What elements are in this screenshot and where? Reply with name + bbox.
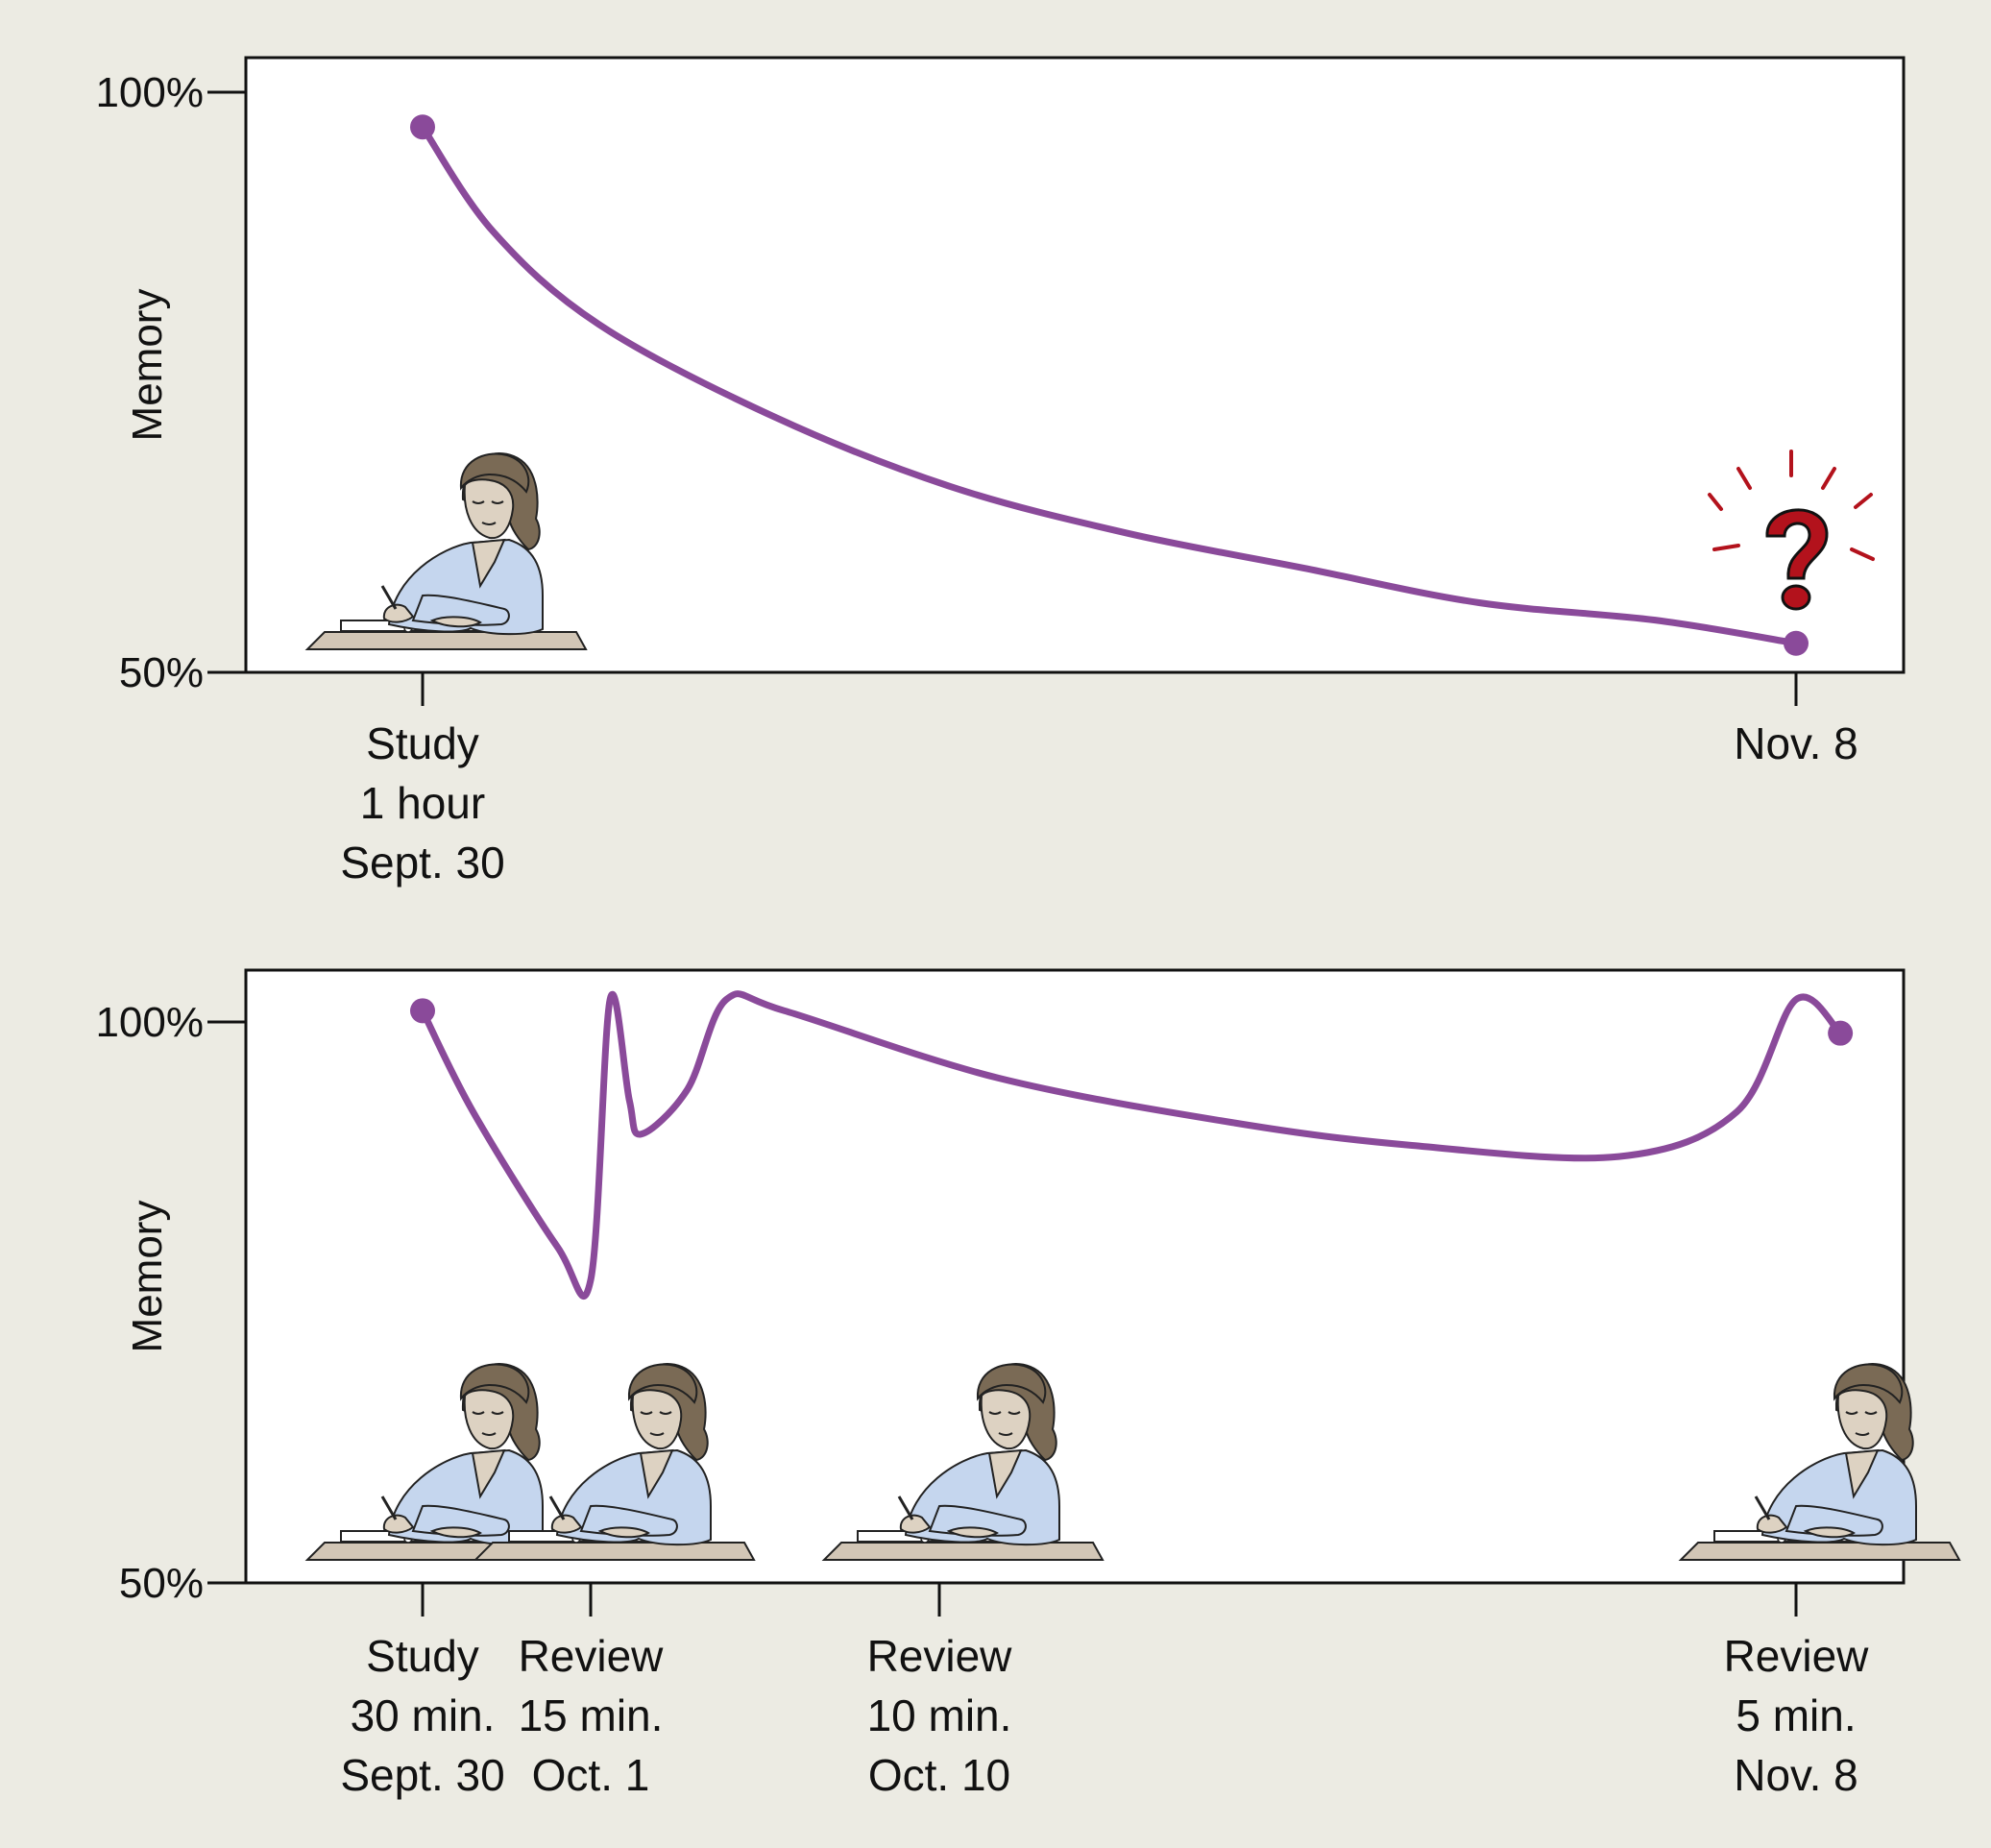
memory-curve bbox=[419, 123, 1800, 647]
x-tick-label: Study 1 hour Sept. 30 bbox=[340, 718, 504, 888]
data-point bbox=[410, 114, 435, 140]
student-studying-icon bbox=[304, 452, 588, 650]
y-axis-label: Memory bbox=[124, 289, 171, 442]
y-tick-label: 50% bbox=[119, 649, 204, 696]
student-studying-icon bbox=[821, 1363, 1105, 1561]
x-tick-label: Review 10 min. Oct. 10 bbox=[867, 1631, 1013, 1800]
student-studying-icon bbox=[1678, 1363, 1961, 1561]
data-point bbox=[410, 998, 435, 1024]
y-tick-label: 100% bbox=[95, 999, 204, 1046]
y-tick-label: 50% bbox=[119, 1560, 204, 1607]
y-axis-label: Memory bbox=[124, 1201, 171, 1353]
memory-curve bbox=[419, 990, 1844, 1300]
data-point bbox=[1828, 1020, 1854, 1046]
data-point bbox=[1784, 630, 1809, 656]
chart-panel-1: 100% 50% Memory Study 1 hour Sept. 30 Nov. 8 bbox=[95, 56, 1906, 888]
x-tick-label: Review 5 min. Nov. 8 bbox=[1724, 1631, 1870, 1800]
x-tick-label: Review 15 min. Oct. 1 bbox=[519, 1631, 665, 1800]
x-tick-label: Nov. 8 bbox=[1734, 718, 1858, 768]
y-tick-label: 100% bbox=[95, 69, 204, 116]
student-studying-icon bbox=[473, 1363, 756, 1561]
question-mark-icon bbox=[1708, 450, 1875, 611]
x-tick-label: Study 30 min. Sept. 30 bbox=[340, 1631, 504, 1800]
